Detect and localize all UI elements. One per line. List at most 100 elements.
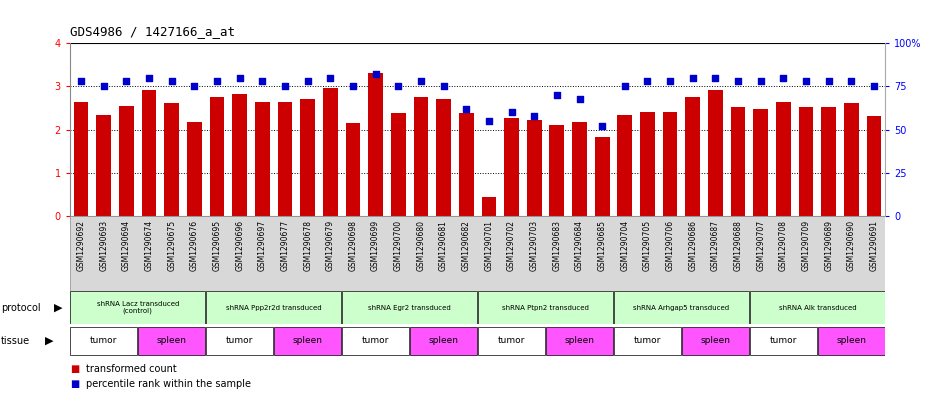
Text: GDS4986 / 1427166_a_at: GDS4986 / 1427166_a_at — [70, 25, 234, 38]
Text: transformed count: transformed count — [86, 364, 178, 374]
Text: spleen: spleen — [156, 336, 187, 345]
Point — [73, 78, 88, 84]
Point — [346, 83, 361, 90]
FancyBboxPatch shape — [614, 292, 749, 323]
Point — [300, 78, 315, 84]
Text: shRNA Egr2 transduced: shRNA Egr2 transduced — [368, 305, 451, 310]
Point — [708, 75, 723, 81]
Point — [458, 106, 473, 112]
Bar — [799, 107, 814, 216]
Point — [799, 78, 814, 84]
FancyBboxPatch shape — [614, 327, 681, 355]
Bar — [458, 113, 473, 216]
Point — [277, 83, 292, 90]
Bar — [504, 118, 519, 216]
Bar — [595, 138, 609, 216]
FancyBboxPatch shape — [750, 327, 817, 355]
Point — [504, 109, 519, 116]
Text: GSM1290675: GSM1290675 — [167, 220, 176, 271]
Text: shRNA Alk transduced: shRNA Alk transduced — [778, 305, 857, 310]
Text: GSM1290676: GSM1290676 — [190, 220, 199, 271]
Text: spleen: spleen — [836, 336, 867, 345]
FancyBboxPatch shape — [342, 292, 477, 323]
Text: GSM1290692: GSM1290692 — [76, 220, 86, 271]
Text: tumor: tumor — [498, 336, 525, 345]
Point — [414, 78, 429, 84]
Text: GSM1290678: GSM1290678 — [303, 220, 312, 271]
Bar — [708, 90, 723, 216]
Bar — [209, 97, 224, 216]
Text: GSM1290707: GSM1290707 — [756, 220, 765, 271]
Text: GSM1290709: GSM1290709 — [802, 220, 811, 271]
Text: ■: ■ — [70, 379, 79, 389]
Text: GSM1290706: GSM1290706 — [666, 220, 674, 271]
Text: GSM1290699: GSM1290699 — [371, 220, 380, 271]
Bar — [550, 125, 565, 216]
FancyBboxPatch shape — [750, 292, 885, 323]
Bar — [821, 107, 836, 216]
Bar — [776, 101, 790, 216]
Bar — [685, 97, 700, 216]
FancyBboxPatch shape — [410, 327, 477, 355]
FancyBboxPatch shape — [70, 327, 138, 355]
Point — [640, 78, 655, 84]
Bar — [572, 122, 587, 216]
Bar — [255, 101, 270, 216]
Bar — [663, 112, 677, 216]
Point — [618, 83, 632, 90]
Text: GSM1290682: GSM1290682 — [461, 220, 471, 271]
Bar — [73, 101, 88, 216]
FancyBboxPatch shape — [478, 292, 613, 323]
Bar — [323, 88, 338, 216]
Text: GSM1290689: GSM1290689 — [824, 220, 833, 271]
Bar — [97, 115, 111, 216]
FancyBboxPatch shape — [139, 327, 206, 355]
Point — [821, 78, 836, 84]
Text: GSM1290704: GSM1290704 — [620, 220, 630, 271]
Text: GSM1290693: GSM1290693 — [100, 220, 108, 271]
Text: tumor: tumor — [633, 336, 661, 345]
FancyBboxPatch shape — [70, 292, 206, 323]
FancyBboxPatch shape — [274, 327, 341, 355]
Bar — [165, 103, 179, 216]
Bar — [391, 113, 405, 216]
Bar — [141, 90, 156, 216]
Point — [594, 123, 609, 129]
Text: GSM1290695: GSM1290695 — [213, 220, 221, 271]
Point — [731, 78, 746, 84]
Bar — [187, 122, 202, 216]
Text: shRNA Lacz transduced
(control): shRNA Lacz transduced (control) — [97, 301, 179, 314]
Point — [368, 71, 383, 77]
Text: spleen: spleen — [293, 336, 323, 345]
Point — [844, 78, 858, 84]
Text: shRNA Arhgap5 transduced: shRNA Arhgap5 transduced — [633, 305, 729, 310]
Point — [391, 83, 405, 90]
Bar — [414, 97, 429, 216]
FancyBboxPatch shape — [682, 327, 749, 355]
Text: GSM1290687: GSM1290687 — [711, 220, 720, 271]
Point — [232, 75, 247, 81]
Point — [209, 78, 224, 84]
Point — [776, 75, 790, 81]
Bar — [346, 123, 360, 216]
Point — [165, 78, 179, 84]
Text: GSM1290698: GSM1290698 — [349, 220, 357, 271]
Bar — [731, 107, 746, 216]
Point — [550, 92, 565, 98]
Point — [685, 75, 700, 81]
Bar — [119, 106, 134, 216]
FancyBboxPatch shape — [206, 327, 273, 355]
FancyBboxPatch shape — [70, 216, 885, 291]
Bar — [526, 120, 541, 216]
Text: spleen: spleen — [565, 336, 594, 345]
Text: spleen: spleen — [700, 336, 730, 345]
Text: GSM1290700: GSM1290700 — [393, 220, 403, 271]
Point — [255, 78, 270, 84]
Text: GSM1290705: GSM1290705 — [643, 220, 652, 271]
Bar — [753, 109, 768, 216]
Text: tumor: tumor — [362, 336, 390, 345]
Bar — [844, 103, 858, 216]
Text: shRNA Ppp2r2d transduced: shRNA Ppp2r2d transduced — [226, 305, 322, 310]
FancyBboxPatch shape — [478, 327, 545, 355]
Text: GSM1290694: GSM1290694 — [122, 220, 131, 271]
